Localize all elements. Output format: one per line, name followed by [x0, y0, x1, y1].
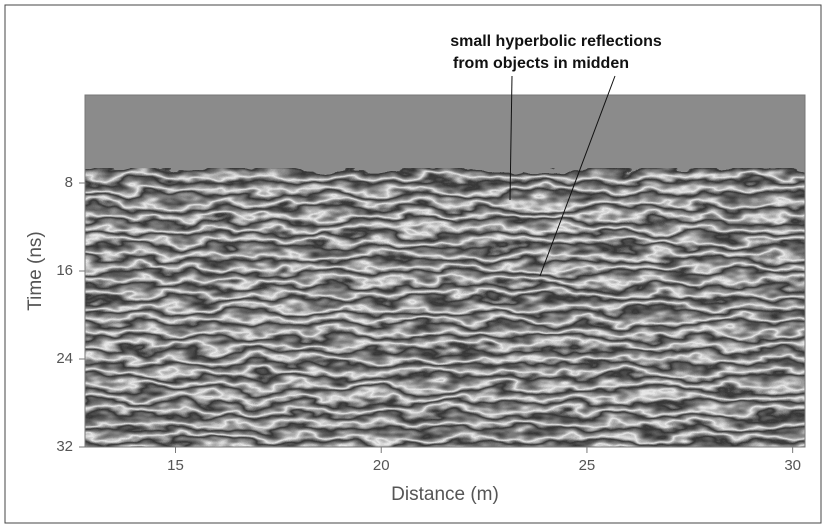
x-tick-label: 15 [167, 457, 184, 474]
x-tick-label: 20 [373, 457, 390, 474]
radargram-image [85, 95, 805, 447]
annotation-arrow [509, 75, 513, 201]
frame [4, 4, 822, 524]
y-tick-label: 16 [56, 262, 73, 279]
y-tick-label: 24 [56, 350, 73, 367]
annotation-arrow [539, 75, 616, 277]
y-tick-label: 32 [56, 438, 73, 455]
y-axis-label: Time (ns) [25, 231, 46, 311]
x-tick-label: 25 [579, 457, 596, 474]
y-tick-label: 8 [65, 174, 73, 191]
annotation: small hyperbolic reflections [450, 33, 662, 50]
annotation: from objects in midden [453, 55, 629, 72]
x-tick-label: 30 [784, 457, 801, 474]
x-axis-label: Distance (m) [391, 484, 499, 505]
